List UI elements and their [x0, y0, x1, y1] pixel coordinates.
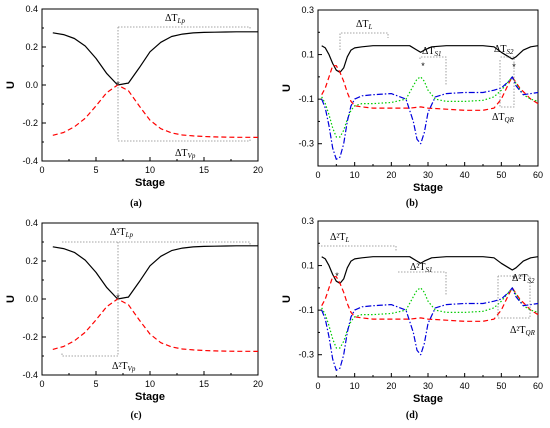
bracket-lp — [118, 26, 251, 30]
y-tick-label: 0.3 — [301, 216, 314, 226]
annotation-l2: Δ²TL — [330, 232, 350, 244]
marker-s2b: * — [512, 274, 516, 284]
y-tick-label: -0.1 — [298, 305, 314, 315]
x-axis-label: Stage — [135, 391, 165, 403]
x-tick-label: 0 — [315, 170, 320, 180]
bracket-l — [339, 32, 389, 50]
y-axis-label: U — [281, 295, 293, 303]
panel-label: (a) — [130, 198, 142, 209]
series-line-4 — [321, 287, 539, 371]
y-tick-label: -0.4 — [22, 156, 38, 166]
x-tick-label: 30 — [423, 170, 433, 180]
annotation-s1: ΔTS1 — [422, 46, 442, 58]
x-tick-label: 5 — [93, 165, 98, 175]
x-tick-label: 40 — [460, 170, 470, 180]
x-axis-label: Stage — [413, 182, 443, 194]
y-axis-label: U — [5, 81, 17, 89]
bracket-lp2 — [62, 241, 251, 246]
series-line-3 — [321, 76, 539, 138]
panel-label: (c) — [130, 410, 141, 421]
bracket-vp2 — [61, 242, 119, 357]
series-line-1 — [321, 45, 539, 73]
y-tick-label: 0.1 — [301, 261, 314, 271]
bracket-l2 — [318, 245, 397, 252]
y-tick-label: 0.4 — [25, 4, 38, 14]
y-axis-label: U — [5, 295, 17, 303]
bracket-s1b — [398, 271, 447, 296]
plot-frame — [317, 220, 539, 378]
marker-s1: * — [421, 61, 425, 71]
annotation-qr: ΔTQR — [492, 112, 515, 124]
annotation-s1b: Δ²TS1 — [410, 262, 433, 274]
y-tick-label: -0.4 — [22, 370, 38, 380]
bracket-vp — [117, 27, 251, 142]
x-tick-label: 20 — [386, 170, 396, 180]
x-tick-label: 10 — [145, 379, 155, 389]
bracket-qr2 — [497, 275, 531, 319]
pinch-marker: * — [116, 80, 120, 90]
series-line-1 — [52, 31, 258, 86]
marker-s2: * — [512, 62, 516, 72]
x-tick-label: 10 — [350, 381, 360, 391]
x-tick-label: 0 — [39, 379, 44, 389]
y-tick-label: 0.2 — [25, 256, 38, 266]
x-tick-label: 40 — [460, 381, 470, 391]
annotation-l: ΔTL — [356, 19, 373, 31]
x-tick-label: 20 — [386, 381, 396, 391]
annotation-lp: ΔTLp — [165, 13, 185, 25]
y-axis-label: U — [281, 84, 293, 92]
x-tick-label: 0 — [39, 165, 44, 175]
y-tick-label: 0.2 — [25, 42, 38, 52]
y-tick-label: 0.3 — [301, 5, 314, 15]
x-axis-label: Stage — [413, 393, 443, 405]
x-tick-label: 15 — [199, 165, 209, 175]
series-line-3 — [321, 287, 539, 349]
x-tick-label: 10 — [350, 170, 360, 180]
y-tick-label: -0.3 — [298, 350, 314, 360]
series-line-2 — [52, 298, 259, 352]
series-line-1 — [321, 256, 539, 284]
pinch-marker-2: * — [116, 293, 120, 303]
x-tick-label: 50 — [496, 170, 506, 180]
annotation-lp2: Δ²TLp — [110, 227, 133, 239]
panel-label: (d) — [406, 410, 418, 421]
x-tick-label: 20 — [253, 165, 263, 175]
annotation-s2: ΔTS2 — [494, 44, 514, 56]
panel-label: (b) — [406, 198, 418, 209]
x-tick-label: 50 — [496, 381, 506, 391]
series-line-4 — [321, 76, 539, 160]
y-tick-label: 0.0 — [25, 80, 38, 90]
x-tick-label: 20 — [253, 379, 263, 389]
x-tick-label: 60 — [533, 170, 543, 180]
y-tick-label: -0.1 — [298, 94, 314, 104]
series-line-2 — [321, 65, 539, 111]
marker-l2: * — [335, 271, 339, 281]
annotation-qr2: Δ²TQR — [510, 325, 536, 337]
annotation-vp2: Δ²TVp — [112, 361, 136, 373]
series-line-1 — [52, 245, 258, 300]
bracket-s1 — [419, 56, 447, 85]
x-tick-label: 15 — [199, 379, 209, 389]
y-tick-label: -0.2 — [22, 332, 38, 342]
x-tick-label: 60 — [533, 381, 543, 391]
x-tick-label: 0 — [315, 381, 320, 391]
annotation-vp: ΔTVp — [175, 148, 196, 160]
y-tick-label: -0.2 — [22, 118, 38, 128]
annotation-s2b: Δ²TS2 — [512, 273, 535, 285]
series-line-2 — [52, 84, 259, 138]
bracket-qr — [499, 56, 515, 108]
x-tick-label: 30 — [423, 381, 433, 391]
x-tick-label: 10 — [145, 165, 155, 175]
y-tick-label: 0.0 — [25, 294, 38, 304]
series-line-2 — [321, 276, 539, 322]
y-tick-label: 0.1 — [301, 50, 314, 60]
y-tick-label: 0.4 — [25, 218, 38, 228]
x-axis-label: Stage — [135, 177, 165, 189]
y-tick-label: -0.3 — [298, 139, 314, 149]
x-tick-label: 5 — [93, 379, 98, 389]
